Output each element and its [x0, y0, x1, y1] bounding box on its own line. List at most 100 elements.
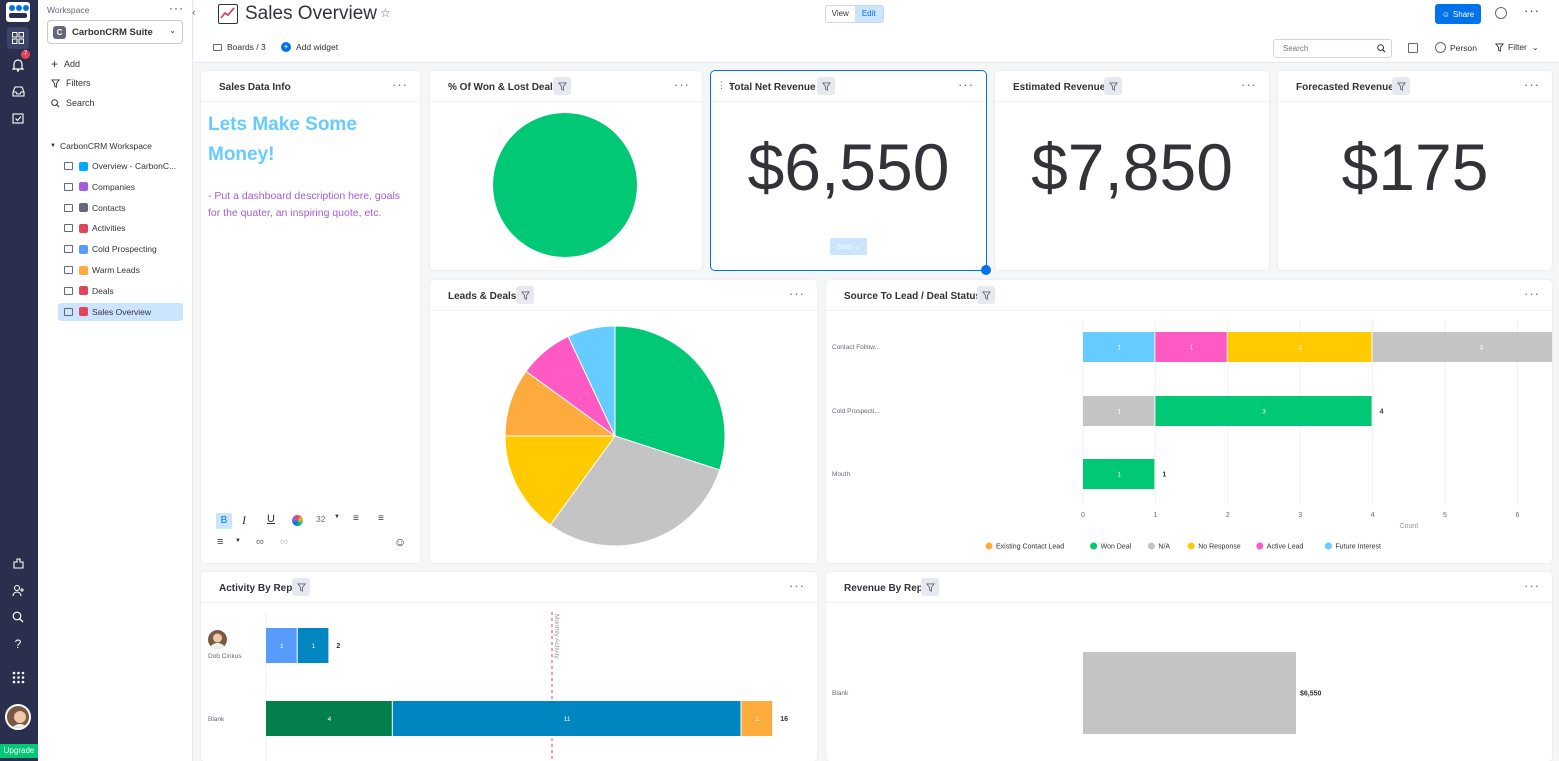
view-button[interactable]: View [831, 9, 849, 18]
sidebar-item-cold-prospecting[interactable]: Cold Prospecting [64, 240, 184, 258]
filter-icon[interactable] [553, 77, 571, 95]
widget-menu-icon[interactable]: ··· [1241, 77, 1257, 92]
drag-handle-icon[interactable]: ⋮⋮ [717, 80, 735, 90]
sidebar-item-sales-overview[interactable]: Sales Overview [58, 302, 183, 321]
search-box[interactable] [1273, 39, 1392, 58]
add-widget-button[interactable]: + Add widget [281, 42, 338, 52]
bar-segment[interactable] [741, 701, 773, 736]
emoji-icon[interactable]: ☺ [394, 535, 407, 549]
estimated-revenue-widget[interactable]: Estimated Revenue ··· $7,850 [995, 71, 1269, 270]
sidebar-item-warm-leads[interactable]: Warm Leads [64, 261, 184, 279]
bar-segment-future-interest[interactable] [1083, 332, 1155, 362]
filter-icon[interactable] [292, 578, 310, 596]
filter-icon[interactable] [921, 578, 939, 596]
bar-segment-n-a[interactable] [1372, 332, 1552, 362]
bar-segment[interactable] [266, 701, 392, 736]
resize-handle[interactable] [981, 265, 991, 275]
filters-item[interactable]: Filters [51, 78, 91, 88]
aggregation-select[interactable]: Sum ⌄ [830, 238, 867, 255]
sidebar-item-overview-carbonc[interactable]: Overview - CarbonC... [64, 157, 184, 175]
pie-slice-n-a[interactable] [549, 435, 721, 547]
bold-button[interactable]: B [216, 513, 232, 529]
bar-segment-n-a[interactable] [1083, 396, 1155, 426]
revenue-by-rep-widget[interactable]: Revenue By Rep ··· Minimum Monthly Reven… [826, 572, 1552, 761]
upgrade-button[interactable]: Upgrade [0, 744, 38, 758]
forecasted-revenue-widget[interactable]: Forecasted Revenue ··· $175 [1278, 71, 1552, 270]
numbered-list-icon[interactable]: ≡ [378, 513, 384, 524]
app-logo[interactable] [6, 2, 30, 22]
sidebar-item-deals[interactable]: Deals [64, 282, 184, 300]
bar-segment[interactable] [266, 628, 297, 663]
sales-data-info-widget[interactable]: Sales Data Info ··· Lets Make Some Money… [201, 71, 420, 563]
sidebar-item-contacts[interactable]: Contacts [64, 199, 184, 217]
align-icon[interactable]: ≡ [217, 536, 224, 548]
boards-button[interactable]: Boards / 3 [213, 42, 266, 52]
collapse-sidebar-icon[interactable]: ‹ [192, 7, 196, 19]
bar-segment[interactable] [392, 701, 741, 736]
workspace-selector[interactable]: C CarbonCRM Suite ⌄ [47, 20, 183, 44]
unlink-icon[interactable]: ∞ [280, 536, 288, 548]
revenue-bar[interactable] [1083, 652, 1296, 734]
widget-menu-icon[interactable]: ··· [958, 77, 974, 92]
widget-menu-icon[interactable]: ··· [789, 286, 805, 301]
link-icon[interactable]: ∞ [256, 536, 264, 548]
save-icon[interactable] [1408, 43, 1418, 53]
color-picker-icon[interactable] [292, 515, 303, 526]
legend-label[interactable]: N/A [1158, 544, 1170, 551]
filter-icon[interactable] [1392, 77, 1410, 95]
invite-member-icon[interactable] [7, 579, 29, 601]
bar-segment-no-response[interactable] [1227, 332, 1372, 362]
pie-slice-won-deal[interactable] [614, 325, 726, 471]
legend-label[interactable]: Won Deal [1101, 544, 1132, 551]
bar-segment[interactable] [297, 628, 329, 663]
bar-segment-won-deal[interactable] [1083, 459, 1155, 489]
star-icon[interactable]: ☆ [380, 6, 391, 20]
help-icon[interactable]: ? [14, 637, 22, 651]
widget-menu-icon[interactable]: ··· [674, 77, 690, 92]
total-net-revenue-widget[interactable]: ⋮⋮ Total Net Revenue ··· $6,550 Sum ⌄ [711, 71, 991, 275]
filter-icon[interactable] [977, 286, 995, 304]
chat-icon[interactable] [1495, 7, 1507, 19]
home-grid-icon[interactable] [7, 27, 29, 49]
filter-icon[interactable] [516, 286, 534, 304]
legend-label[interactable]: No Response [1198, 544, 1241, 551]
page-title[interactable]: Sales Overview [245, 3, 377, 24]
widget-menu-icon[interactable]: ··· [1524, 578, 1540, 593]
font-size-select[interactable]: 32 [316, 514, 326, 524]
filter-icon[interactable] [1104, 77, 1122, 95]
source-status-widget[interactable]: Source To Lead / Deal Status ··· 0 1 2 3 4 5 6… [826, 280, 1552, 563]
search-item[interactable]: Search [51, 98, 95, 108]
legend-label[interactable]: Active Lead [1267, 544, 1304, 551]
share-button[interactable]: ☺ Share [1435, 4, 1481, 24]
italic-button[interactable]: I [242, 513, 246, 527]
filter-icon[interactable] [817, 77, 835, 95]
bulleted-list-icon[interactable]: ≡ [353, 513, 359, 524]
bar-segment-won-deal[interactable] [1155, 396, 1372, 426]
sidebar-item-companies[interactable]: Companies [64, 178, 184, 196]
bar-segment-active-lead[interactable] [1155, 332, 1227, 362]
widget-menu-icon[interactable]: ··· [789, 578, 805, 593]
add-item[interactable]: + Add [51, 57, 80, 71]
user-avatar[interactable] [5, 704, 31, 730]
leads-deals-widget[interactable]: Leads & Deals ··· [430, 280, 817, 563]
person-filter-button[interactable]: Person [1435, 42, 1477, 53]
widget-menu-icon[interactable]: ··· [1524, 77, 1540, 92]
filter-button[interactable]: Filter ⌄ [1495, 42, 1539, 52]
widget-menu-icon[interactable]: ··· [1524, 286, 1540, 301]
my-work-icon[interactable] [7, 107, 29, 129]
edit-button[interactable]: Edit [854, 6, 883, 22]
integrations-icon[interactable] [7, 552, 29, 574]
legend-label[interactable]: Existing Contact Lead [996, 544, 1064, 551]
activity-by-rep-widget[interactable]: Activity By Rep ··· Monthly Activity Dob … [201, 572, 817, 761]
pie-slice-future-interest[interactable] [567, 325, 616, 437]
sidebar-item-activities[interactable]: Activities [64, 219, 184, 237]
workspace-menu-icon[interactable]: ··· [169, 1, 184, 15]
underline-button[interactable]: U [267, 513, 275, 525]
pie-slice-no-response[interactable] [504, 435, 616, 526]
more-menu-icon[interactable]: ··· [1524, 3, 1540, 18]
search-icon[interactable] [7, 606, 29, 628]
legend-label[interactable]: Future Interest [1335, 544, 1381, 551]
tree-root[interactable]: ▼ CarbonCRM Workspace [50, 141, 152, 151]
search-input[interactable] [1283, 44, 1373, 53]
inbox-icon[interactable] [7, 80, 29, 102]
